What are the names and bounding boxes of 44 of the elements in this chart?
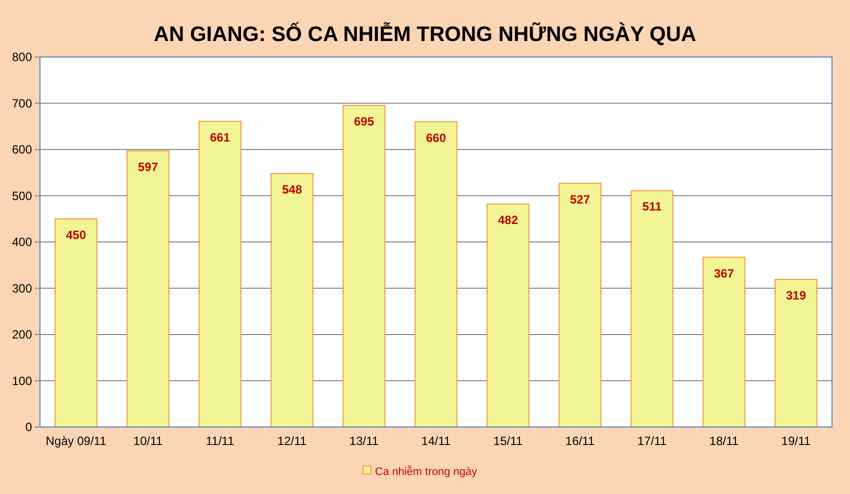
x-tick-label: 11/11 [206, 434, 234, 448]
data-label: 661 [210, 130, 230, 144]
x-tick-label: 15/11 [493, 434, 523, 448]
data-label: 695 [354, 114, 374, 129]
y-tick-label: 400 [12, 235, 32, 249]
x-tick-label: 19/11 [781, 434, 811, 448]
x-tick-label: 10/11 [133, 434, 163, 448]
y-tick-label: 0 [25, 420, 32, 434]
x-tick-label: 18/11 [709, 434, 739, 448]
y-tick-label: 700 [12, 96, 32, 110]
data-label: 450 [66, 228, 86, 242]
x-tick-label: 12/11 [277, 434, 307, 448]
data-label: 511 [642, 200, 662, 214]
data-label: 548 [282, 182, 302, 197]
legend-label: Ca nhiễm trong ngày [375, 465, 478, 478]
bar [270, 173, 314, 428]
bar [414, 121, 458, 428]
x-tick-label: 14/11 [421, 434, 451, 448]
bar [630, 190, 674, 428]
bar [54, 218, 98, 428]
y-tick-label: 800 [12, 50, 32, 64]
y-tick-label: 600 [12, 142, 32, 156]
bar [486, 204, 530, 428]
bar [558, 182, 602, 428]
data-label: 367 [714, 266, 734, 280]
bar [702, 256, 746, 428]
data-label: 597 [138, 160, 158, 174]
chart-title: AN GIANG: SỐ CA NHIỄM TRONG NHỮNG NGÀY QUA [154, 22, 696, 46]
x-tick-label: 16/11 [565, 434, 595, 448]
data-label: 527 [570, 192, 590, 206]
y-tick-label: 500 [12, 188, 32, 203]
data-label: 319 [786, 288, 806, 302]
bar [126, 150, 170, 428]
x-tick-label: 17/11 [637, 434, 667, 448]
data-label: 482 [498, 213, 518, 228]
x-tick-label: 13/11 [349, 434, 379, 448]
bar [342, 105, 386, 428]
y-tick-label: 200 [12, 328, 32, 342]
bar [774, 278, 818, 428]
bar [198, 120, 242, 428]
y-tick-label: 100 [12, 374, 32, 388]
y-tick-label: 300 [12, 281, 32, 296]
data-label: 660 [426, 130, 446, 145]
x-tick-label: Ngày 09/11 [46, 434, 107, 448]
